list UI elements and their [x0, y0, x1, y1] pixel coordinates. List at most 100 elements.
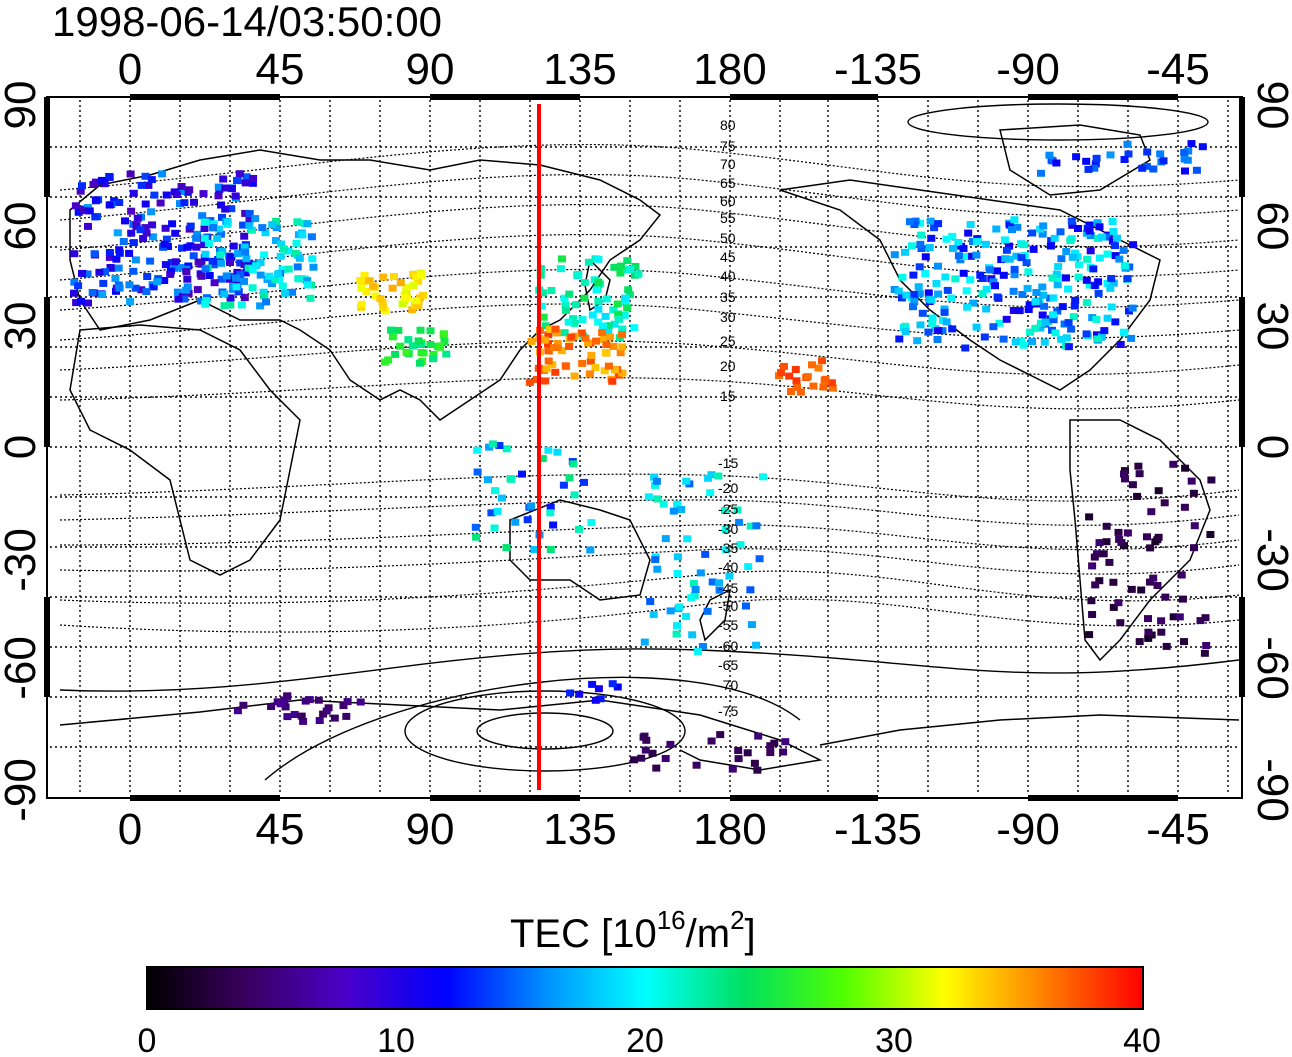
tec-cell — [125, 249, 134, 257]
tec-cell — [921, 270, 930, 278]
tec-cell — [426, 341, 435, 348]
tec-cell — [992, 225, 1001, 233]
tec-cell — [927, 296, 936, 304]
tec-cell — [610, 320, 619, 328]
tec-cell — [119, 238, 128, 245]
tec-cell — [278, 282, 287, 290]
tec-cell — [193, 286, 202, 294]
tec-cell — [1085, 281, 1094, 289]
tec-cell — [284, 247, 293, 255]
tec-cell — [276, 700, 285, 708]
tec-cell — [76, 187, 85, 195]
tec-cell — [575, 690, 584, 698]
tec-cell — [1049, 294, 1058, 302]
contour-label: 15 — [720, 388, 736, 404]
tec-cell — [194, 258, 203, 266]
lat-tick-right: 30 — [1248, 302, 1292, 351]
tec-cell — [616, 349, 625, 357]
tec-cell — [927, 234, 936, 242]
tec-cell — [144, 181, 153, 189]
tec-cell — [752, 641, 761, 649]
tec-cell — [982, 305, 991, 313]
tec-cell — [379, 304, 388, 312]
tec-cell — [969, 299, 978, 307]
lat-tick-right: 60 — [1248, 202, 1292, 251]
tec-cell — [1135, 470, 1144, 478]
tec-cell — [74, 282, 83, 290]
tec-cell — [226, 301, 235, 309]
tec-cell — [439, 330, 448, 338]
contour-label: 60 — [720, 193, 736, 209]
tec-cell — [551, 325, 560, 333]
tec-cell — [1032, 289, 1041, 296]
tec-cell — [980, 333, 989, 341]
tec-cell — [1025, 301, 1034, 309]
tec-cell — [1085, 513, 1094, 521]
tec-cell — [687, 594, 696, 602]
tec-cell — [1142, 162, 1151, 170]
tec-cell — [1040, 302, 1049, 310]
tec-cell — [544, 347, 553, 355]
tec-cell — [1036, 324, 1045, 332]
tec-cell — [200, 234, 209, 242]
tec-cell — [143, 273, 152, 280]
tec-cell — [270, 276, 279, 284]
tec-cell — [1040, 338, 1049, 346]
tec-cell — [1088, 611, 1097, 618]
tec-cell — [1054, 263, 1063, 271]
colorbar-gradient — [146, 966, 1144, 1010]
tec-cell — [966, 276, 975, 284]
tec-cell — [666, 607, 675, 615]
tec-cell — [587, 519, 596, 527]
lon-tick-top: -90 — [996, 45, 1060, 94]
tec-cell — [101, 268, 110, 276]
tec-cell — [1153, 582, 1162, 589]
tec-cell — [343, 698, 352, 706]
tec-cell — [148, 233, 157, 241]
tec-cell — [357, 284, 366, 292]
tec-cell — [174, 295, 183, 303]
tec-cell — [1058, 303, 1067, 311]
tec-cell — [725, 572, 734, 580]
tec-cell — [916, 240, 925, 248]
tec-cell — [1031, 324, 1040, 332]
tec-cell — [1196, 617, 1205, 625]
tec-cell — [1086, 247, 1095, 255]
tec-cell — [322, 707, 331, 715]
tec-cell — [677, 506, 686, 513]
tec-cell — [199, 190, 208, 198]
tec-cell — [634, 270, 643, 278]
tec-cell — [217, 275, 226, 283]
tec-cell — [917, 245, 926, 252]
tec-cell — [1009, 307, 1018, 314]
tec-cell — [484, 476, 492, 484]
tec-cell — [1151, 538, 1160, 546]
tec-cell — [624, 286, 633, 294]
tec-cell — [168, 220, 177, 228]
tec-cell — [966, 221, 975, 228]
lat-tick-left: 0 — [0, 435, 45, 459]
tec-cell — [262, 298, 271, 306]
tec-cell — [214, 183, 223, 191]
tec-cell — [689, 579, 698, 587]
tec-cell — [1103, 314, 1112, 322]
tec-cell — [601, 349, 610, 357]
tec-cell — [172, 191, 181, 198]
tec-cell — [527, 337, 536, 345]
tec-cell — [1117, 539, 1126, 547]
tec-cell — [553, 340, 562, 347]
tec-cell — [1038, 230, 1047, 238]
tec-cell — [1083, 255, 1092, 263]
tec-cell — [616, 262, 625, 270]
tec-cell — [231, 192, 240, 200]
tec-cell — [491, 487, 499, 495]
tec-cell — [1010, 271, 1019, 279]
tec-cell — [166, 270, 175, 278]
tec-cell — [1099, 550, 1108, 558]
tec-cell — [630, 324, 639, 332]
tec-cell — [567, 333, 576, 341]
tec-cell — [200, 241, 209, 249]
tec-cell — [294, 275, 303, 283]
tec-cell — [569, 460, 578, 468]
tec-cell — [1102, 233, 1111, 241]
